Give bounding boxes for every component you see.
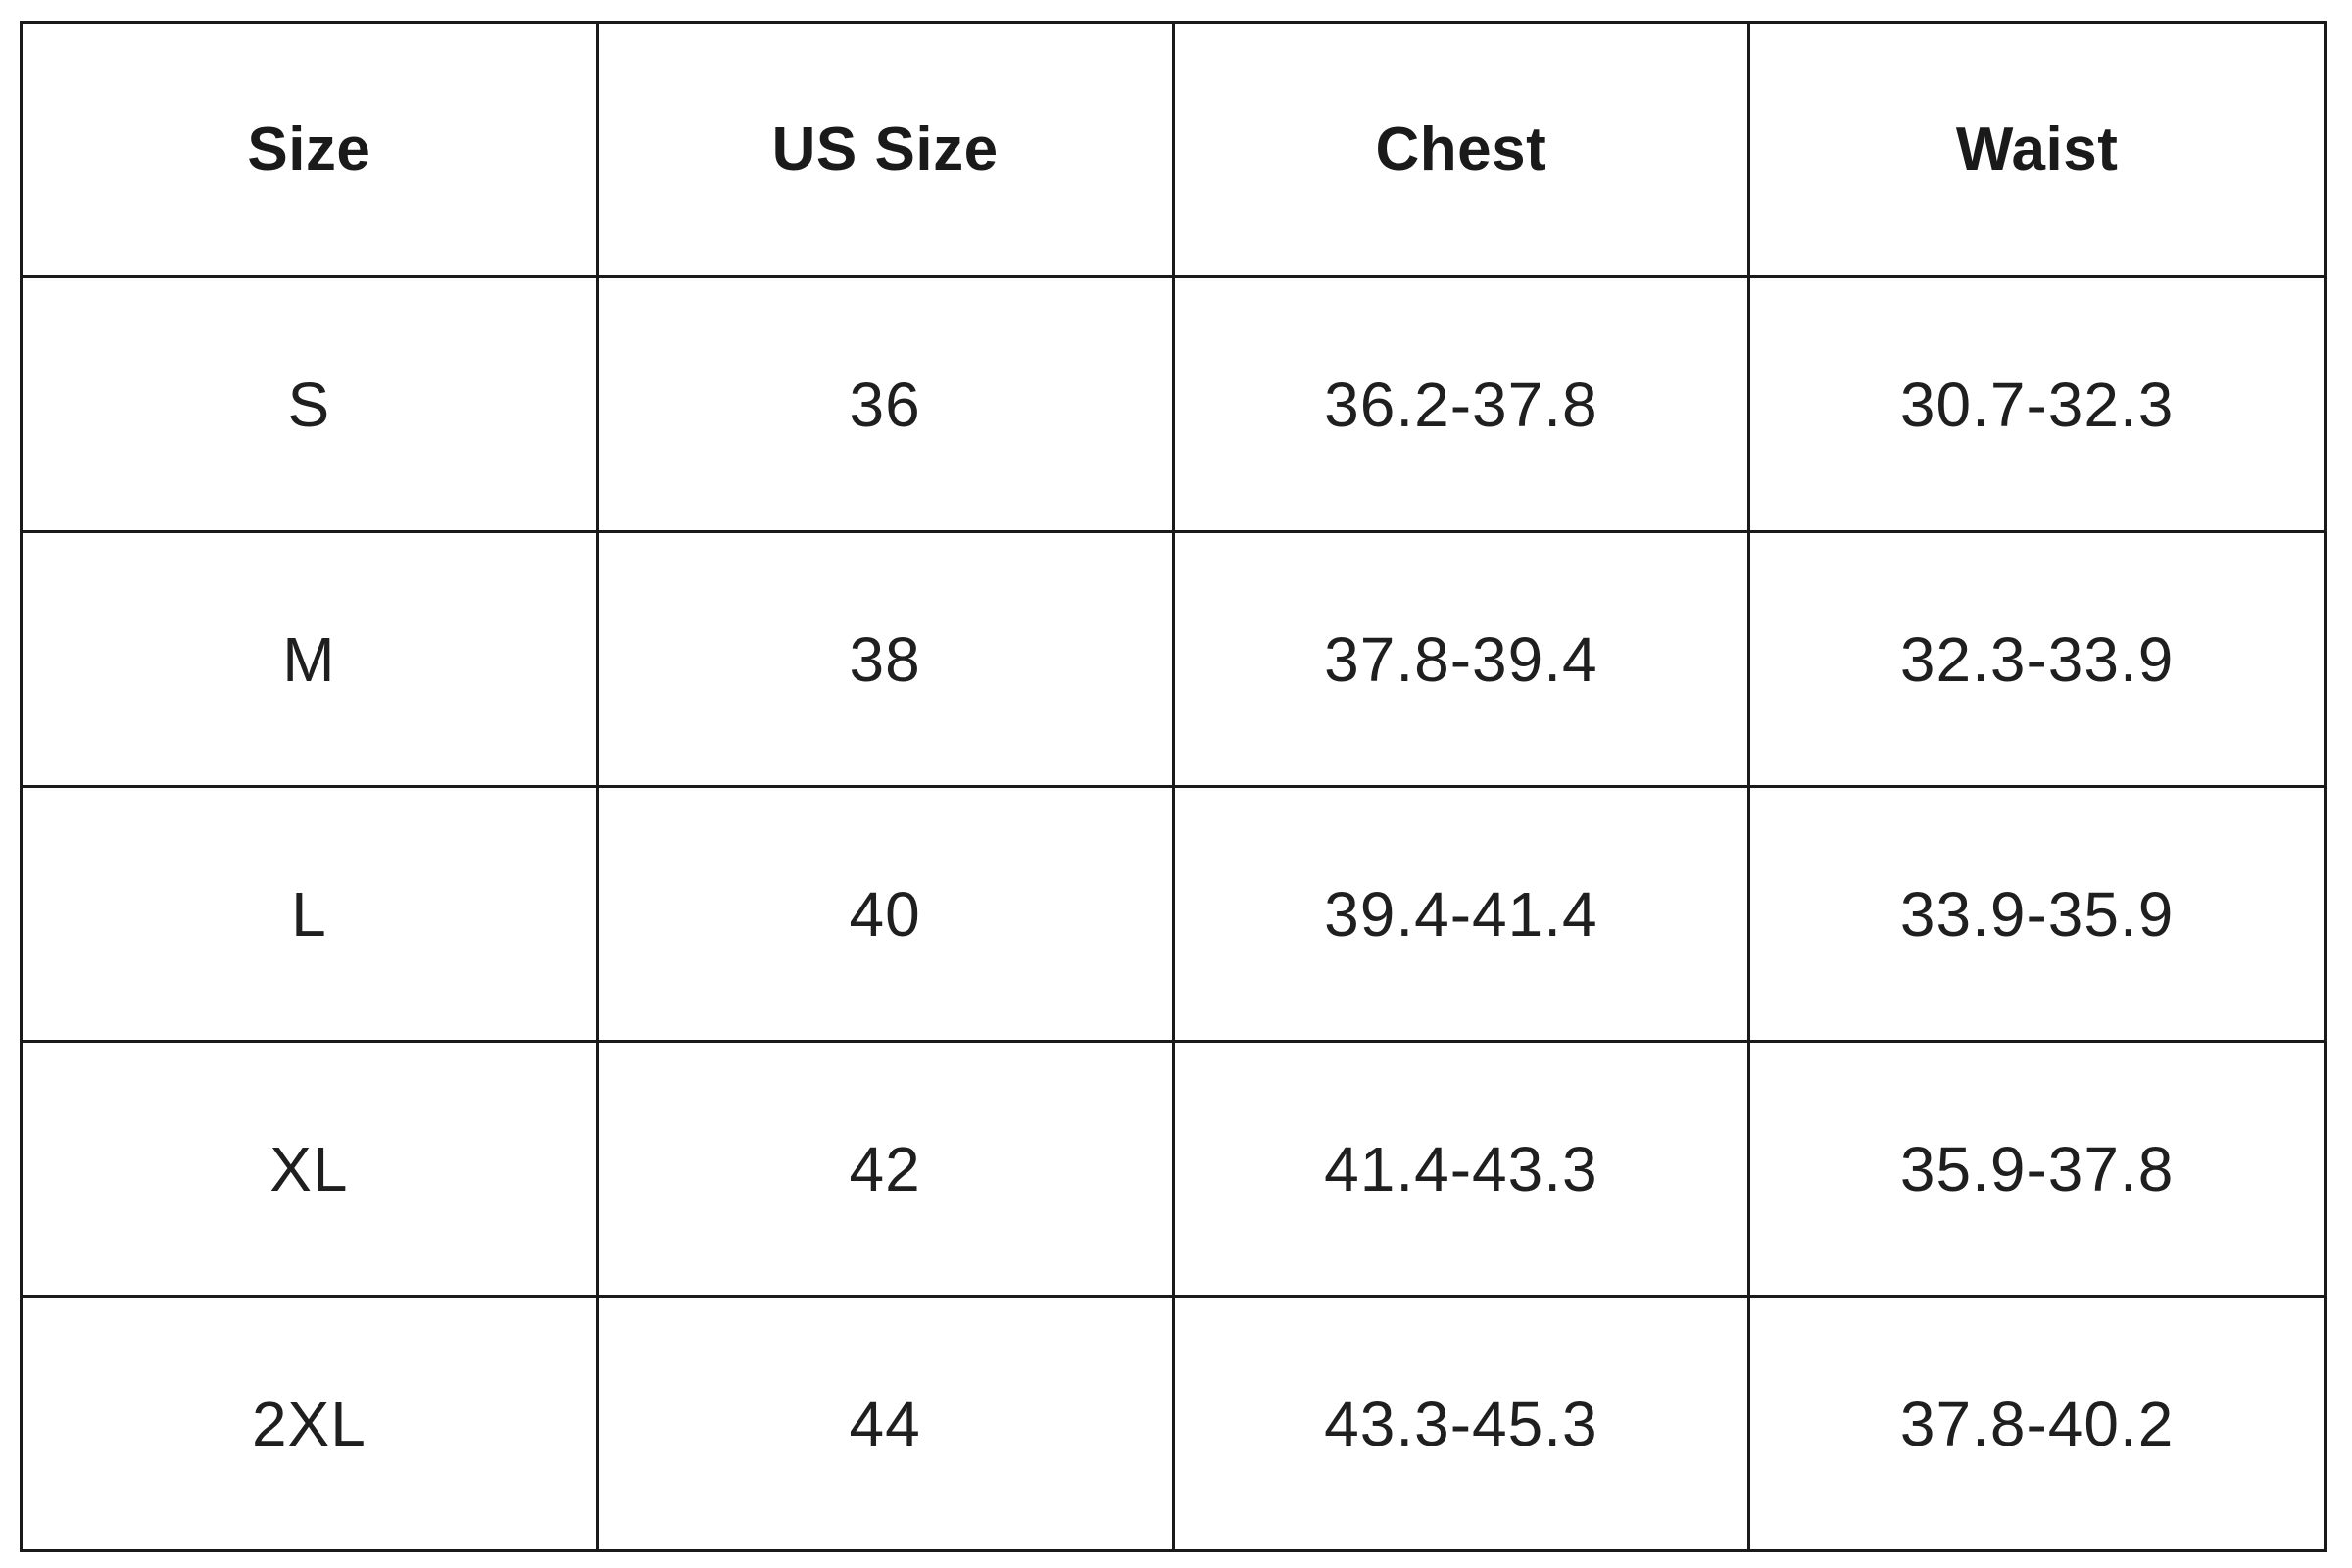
cell-size: XL	[20, 1040, 599, 1298]
cell-us-size: 42	[595, 1040, 1175, 1298]
cell-waist: 32.3-33.9	[1747, 530, 2327, 788]
table-row-s: S 36 36.2-37.8 30.7-32.3	[20, 275, 2327, 533]
column-header-size: Size	[20, 21, 599, 278]
cell-us-size: 44	[595, 1295, 1175, 1552]
cell-chest: 41.4-43.3	[1171, 1040, 1751, 1298]
cell-us-size: 38	[595, 530, 1175, 788]
column-header-waist: Waist	[1747, 21, 2327, 278]
cell-chest: 36.2-37.8	[1171, 275, 1751, 533]
cell-size: M	[20, 530, 599, 788]
table-row-2xl: 2XL 44 43.3-45.3 37.8-40.2	[20, 1295, 2327, 1552]
cell-us-size: 40	[595, 785, 1175, 1043]
table-row-xl: XL 42 41.4-43.3 35.9-37.8	[20, 1040, 2327, 1298]
cell-us-size: 36	[595, 275, 1175, 533]
cell-waist: 33.9-35.9	[1747, 785, 2327, 1043]
cell-waist: 30.7-32.3	[1747, 275, 2327, 533]
cell-size: S	[20, 275, 599, 533]
column-header-us-size: US Size	[595, 21, 1175, 278]
cell-chest: 39.4-41.4	[1171, 785, 1751, 1043]
table-row-m: M 38 37.8-39.4 32.3-33.9	[20, 530, 2327, 788]
table-row-l: L 40 39.4-41.4 33.9-35.9	[20, 785, 2327, 1043]
column-header-chest: Chest	[1171, 21, 1751, 278]
cell-size: L	[20, 785, 599, 1043]
size-chart-table: Size US Size Chest Waist S 36 36.2-37.8 …	[20, 21, 2327, 1552]
cell-chest: 43.3-45.3	[1171, 1295, 1751, 1552]
header-row: Size US Size Chest Waist	[20, 21, 2327, 278]
cell-chest: 37.8-39.4	[1171, 530, 1751, 788]
cell-waist: 35.9-37.8	[1747, 1040, 2327, 1298]
cell-size: 2XL	[20, 1295, 599, 1552]
cell-waist: 37.8-40.2	[1747, 1295, 2327, 1552]
